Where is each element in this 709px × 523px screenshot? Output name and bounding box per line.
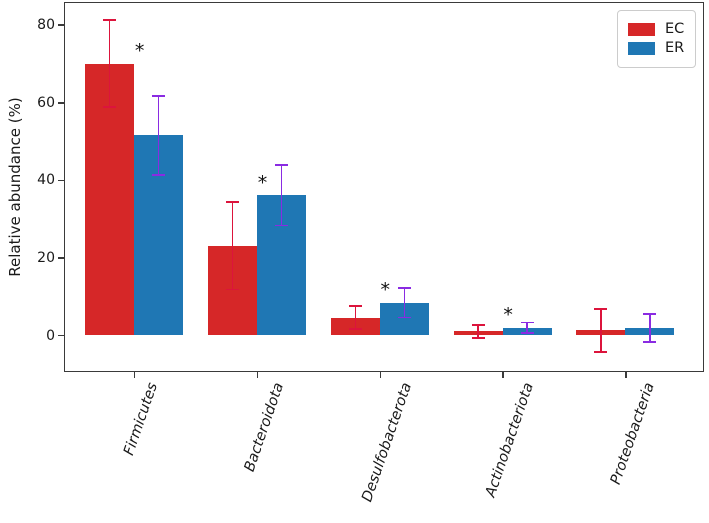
error-bar-er-actinobacteriota [526,321,528,334]
significance-asterisk-actinobacteriota: * [503,304,513,327]
y-tick-label: 80 [37,17,55,34]
error-cap-top [274,164,288,167]
x-tick-label-proteobacteria: Proteobacteria [607,380,658,487]
error-bar-er-bacteroidota [280,164,283,227]
error-cap-bottom [594,351,608,353]
error-bar-ec-actinobacteriota [477,323,479,339]
x-tick-mark [256,372,259,378]
error-cap-top [471,323,485,326]
legend-label-er: ER [665,40,685,56]
y-tick-label: 20 [37,249,55,266]
error-cap-top [397,287,411,290]
error-cap-bottom [348,328,362,331]
y-tick-mark [58,334,64,337]
y-tick-label: 40 [37,172,55,189]
error-bar-ec-bacteroidota [231,201,234,291]
legend-swatch-ec [628,23,655,36]
x-tick-mark [133,372,136,378]
error-bar-ec-proteobacteria [600,307,602,353]
error-bar-ec-desulfobacterota [354,305,357,331]
error-cap-top [152,94,166,97]
y-tick-label: 60 [37,94,55,111]
significance-asterisk-desulfobacterota: * [380,279,391,302]
error-cap-top [594,307,608,310]
bars-layer [65,3,703,371]
y-tick-mark [58,179,64,182]
x-tick-mark [625,372,627,378]
error-cap-bottom [643,341,657,344]
bar-ec-firmicutes [85,63,135,336]
error-bar-er-proteobacteria [649,312,651,344]
error-cap-top [225,201,239,204]
error-cap-top [103,18,117,21]
x-tick-label-actinobacteriota: Actinobacteriota [482,380,537,500]
error-cap-top [643,312,657,315]
error-bar-ec-firmicutes [108,18,111,109]
x-tick-label-desulfobacterota: Desulfobacterota [359,380,415,504]
error-cap-bottom [225,288,239,291]
y-tick-mark [58,24,64,26]
legend-swatch-er [628,42,655,55]
y-tick-mark [58,102,64,104]
plot-area [64,2,704,372]
x-tick-mark [502,372,504,378]
x-tick-label-bacteroidota: Bacteroidota [241,380,287,474]
legend-label-ec: EC [665,21,685,37]
significance-asterisk-firmicutes: * [134,40,145,63]
legend-item-er: ER [628,41,684,56]
error-cap-bottom [520,332,534,334]
legend-item-ec: EC [628,22,684,37]
error-cap-bottom [397,316,411,319]
error-cap-bottom [274,224,288,227]
error-cap-bottom [152,173,166,176]
y-tick-mark [58,257,64,259]
x-tick-label-firmicutes: Firmicutes [121,380,162,458]
error-cap-bottom [471,336,485,339]
x-tick-mark [379,372,382,378]
legend: EC ER [617,10,697,68]
error-cap-bottom [103,106,117,109]
error-cap-top [348,305,362,307]
error-bar-er-desulfobacterota [403,287,406,319]
significance-asterisk-bacteroidota: * [257,171,268,194]
y-tick-label: 0 [46,327,55,344]
error-bar-er-firmicutes [157,94,160,176]
error-cap-top [520,321,534,324]
